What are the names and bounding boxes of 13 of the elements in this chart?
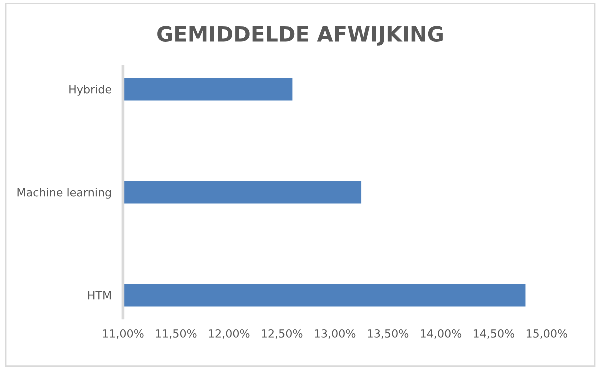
y-tick-label: Hybride <box>70 85 112 96</box>
y-tick-label: Machine learning <box>18 188 112 199</box>
x-tick-label: 12,00% <box>209 330 250 340</box>
x-tick-label: 14,50% <box>474 330 515 340</box>
x-tick-label: 11,00% <box>103 330 144 340</box>
x-tick-label: 13,50% <box>368 330 409 340</box>
x-tick-label: 15,00% <box>526 330 568 340</box>
x-tick-label: 11,50% <box>156 330 197 340</box>
chart-title: GEMIDDELDE AFWIJKING <box>158 26 443 46</box>
x-tick-label: 14,00% <box>421 330 462 340</box>
x-tick-label: 12,50% <box>262 330 303 340</box>
y-tick-label: HTM <box>88 292 112 300</box>
x-tick-label: 13,00% <box>315 330 356 340</box>
